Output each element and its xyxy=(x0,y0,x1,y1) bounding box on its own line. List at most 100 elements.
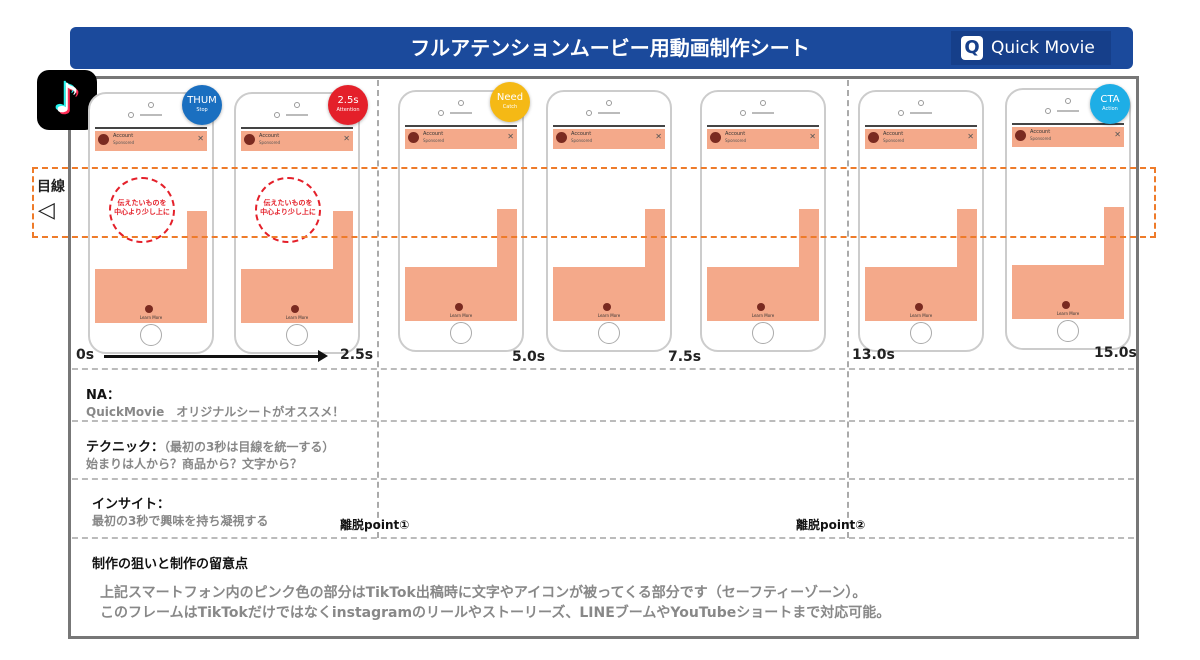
home-button-icon xyxy=(450,322,472,344)
aim-section: 制作の狙いと制作の留意点 上記スマートフォン内のピンク色の部分はTikTok出稿… xyxy=(92,553,890,622)
home-button-icon xyxy=(286,324,308,346)
speaker-icon xyxy=(752,112,774,114)
account-label: Account xyxy=(259,133,280,139)
speaker-icon xyxy=(1057,110,1079,112)
safe-zone-bottom: Learn More xyxy=(405,267,517,321)
safe-zone-top: Account Sponsored ✕ xyxy=(1012,127,1124,147)
speaker-icon xyxy=(450,112,472,114)
eye-icon: ◁ xyxy=(38,198,55,223)
sensor-icon xyxy=(1045,108,1051,114)
quick-movie-q-icon: Q xyxy=(961,36,983,60)
timeline-arrow xyxy=(104,355,320,358)
aim-title: 制作の狙いと制作の留意点 xyxy=(92,557,249,572)
camera-icon xyxy=(458,100,464,106)
speaker-icon xyxy=(286,114,308,116)
cta-icon xyxy=(915,303,923,311)
badge-sub-label: Action xyxy=(1102,106,1118,112)
home-button-icon xyxy=(910,322,932,344)
sensor-icon xyxy=(586,110,592,116)
safe-zone-bottom: Learn More xyxy=(95,269,207,323)
row-divider xyxy=(72,478,1134,480)
divider-dropoff-1 xyxy=(377,80,379,538)
close-icon: ✕ xyxy=(197,134,204,143)
camera-icon xyxy=(1065,98,1071,104)
sensor-icon xyxy=(438,110,444,116)
safe-zone-top: Account Sponsored ✕ xyxy=(707,129,819,149)
safe-zone-bottom: Learn More xyxy=(865,267,977,321)
home-button-icon xyxy=(598,322,620,344)
avatar xyxy=(1015,130,1026,141)
phone-screen: Account Sponsored ✕ Learn More xyxy=(1012,123,1124,319)
learn-more-label: Learn More xyxy=(285,315,309,320)
header-bar: フルアテンションムービー用動画制作シート Q Quick Movie xyxy=(70,27,1133,69)
badge-sub-label: Stop xyxy=(196,107,208,113)
phone-frame: Account Sponsored ✕ Learn More xyxy=(546,90,672,352)
phone-screen: Account Sponsored ✕ Learn More 伝えたいものを 中… xyxy=(241,127,353,323)
cta-icon xyxy=(1062,301,1070,309)
home-button-icon xyxy=(752,322,774,344)
arrow-head-icon xyxy=(318,350,328,362)
sponsored-label: Sponsored xyxy=(883,138,905,143)
avatar xyxy=(868,132,879,143)
learn-more-label: Learn More xyxy=(449,313,473,318)
safe-zone-bottom: Learn More xyxy=(241,269,353,323)
avatar xyxy=(408,132,419,143)
cta-icon xyxy=(145,305,153,313)
divider-dropoff-2 xyxy=(847,80,849,538)
na-section: NA： QuickMovie オリジナルシートがオススメ！ xyxy=(86,384,344,420)
sponsored-label: Sponsored xyxy=(571,138,593,143)
row-divider xyxy=(72,537,1134,539)
learn-more-label: Learn More xyxy=(909,313,933,318)
dropoff-point-1: 離脱point① xyxy=(340,518,410,532)
cta-icon xyxy=(455,303,463,311)
safe-zone-top: Account Sponsored ✕ xyxy=(241,131,353,151)
cta-icon xyxy=(291,305,299,313)
focus-circle-note: 伝えたいものを 中心より少し上に xyxy=(109,177,175,243)
cta-icon xyxy=(757,303,765,311)
home-button-icon xyxy=(1057,320,1079,342)
speaker-icon xyxy=(598,112,620,114)
sensor-icon xyxy=(898,110,904,116)
dropoff-point-2: 離脱point② xyxy=(796,518,866,532)
stage-badge: 2.5s Attention xyxy=(328,85,368,125)
badge-label: THUM xyxy=(187,95,217,106)
account-label: Account xyxy=(725,131,746,137)
close-icon: ✕ xyxy=(967,132,974,141)
close-icon: ✕ xyxy=(1114,130,1121,139)
safe-zone-top: Account Sponsored ✕ xyxy=(95,131,207,151)
account-label: Account xyxy=(113,133,134,139)
row-divider xyxy=(72,368,1134,370)
close-icon: ✕ xyxy=(343,134,350,143)
tiktok-logo-icon: ♪ xyxy=(37,70,97,130)
focus-circle-note: 伝えたいものを 中心より少し上に xyxy=(255,177,321,243)
speaker-icon xyxy=(910,112,932,114)
aim-line-2: このフレームはTikTokだけではなくinstagramのリールやストーリーズ、… xyxy=(100,605,891,621)
account-label: Account xyxy=(423,131,444,137)
badge-sub-label: Catch xyxy=(502,104,518,110)
cta-icon xyxy=(603,303,611,311)
camera-icon xyxy=(760,100,766,106)
safe-zone-top: Account Sponsored ✕ xyxy=(405,129,517,149)
learn-more-label: Learn More xyxy=(139,315,163,320)
technique-body: 始まりは人から？商品から？文字から？ xyxy=(86,457,303,471)
aim-line-1: 上記スマートフォン内のピンク色の部分はTikTok出稿時に文字やアイコンが被って… xyxy=(100,585,867,601)
sponsored-label: Sponsored xyxy=(113,140,135,145)
time-0s: 0s xyxy=(76,347,95,363)
learn-more-label: Learn More xyxy=(1056,311,1080,316)
camera-icon xyxy=(918,100,924,106)
close-icon: ✕ xyxy=(655,132,662,141)
sponsored-label: Sponsored xyxy=(259,140,281,145)
phone-screen: Account Sponsored ✕ Learn More xyxy=(553,125,665,321)
safe-zone-bottom: Learn More xyxy=(707,267,819,321)
eye-line-label: 目線 xyxy=(37,179,65,195)
page-title: フルアテンションムービー用動画制作シート xyxy=(410,36,810,60)
sponsored-label: Sponsored xyxy=(423,138,445,143)
learn-more-label: Learn More xyxy=(751,313,775,318)
badge-label: CTA xyxy=(1100,94,1120,105)
na-body: QuickMovie オリジナルシートがオススメ！ xyxy=(86,405,345,419)
badge-label: Need xyxy=(496,92,524,103)
account-label: Account xyxy=(883,131,904,137)
avatar xyxy=(710,132,721,143)
row-divider xyxy=(72,420,1134,422)
quick-movie-logo: Q Quick Movie xyxy=(951,31,1111,65)
